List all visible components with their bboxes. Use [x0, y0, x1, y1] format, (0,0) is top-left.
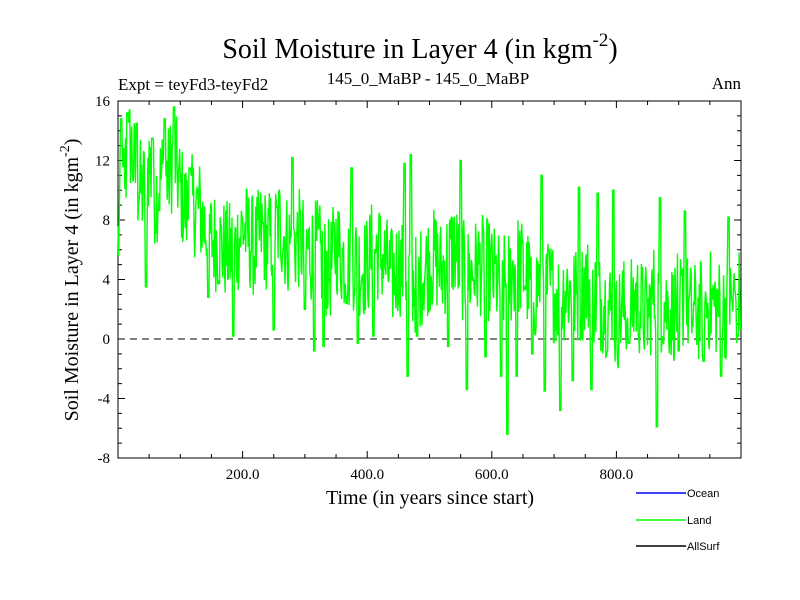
y-axis-label: Soil Moisture in Layer 4 (in kgm-2) — [58, 139, 83, 422]
series-line-land — [117, 106, 742, 435]
subtitle-period: 145_0_MaBP - 145_0_MaBP — [327, 69, 529, 88]
y-tick-label: 4 — [103, 273, 111, 289]
y-tick-label: 12 — [95, 154, 110, 170]
y-tick-label: 0 — [103, 332, 111, 348]
y-axis: -8 -4 0 4 8 12 16 — [95, 94, 741, 467]
legend-label-allsurf: AllSurf — [687, 541, 720, 553]
legend: Ocean Land AllSurf — [636, 488, 720, 553]
y-tick-label: -4 — [98, 392, 111, 408]
x-tick-label: 600.0 — [475, 467, 509, 483]
x-tick-label: 200.0 — [226, 467, 260, 483]
x-tick-label: 800.0 — [600, 467, 634, 483]
legend-label-ocean: Ocean — [687, 488, 719, 500]
y-tick-label: 8 — [103, 213, 111, 229]
y-tick-label: -8 — [98, 451, 111, 467]
x-tick-label: 400.0 — [350, 467, 384, 483]
subtitle-season: Ann — [712, 74, 742, 93]
x-axis: 200.0 400.0 600.0 800.0 — [148, 101, 711, 483]
y-tick-label: 16 — [95, 94, 111, 110]
legend-label-land: Land — [687, 515, 711, 527]
chart-title: Soil Moisture in Layer 4 (in kgm-2) — [222, 30, 617, 65]
subtitle-experiment: Expt = teyFd3-teyFd2 — [118, 75, 268, 94]
x-axis-label: Time (in years since start) — [326, 487, 534, 509]
